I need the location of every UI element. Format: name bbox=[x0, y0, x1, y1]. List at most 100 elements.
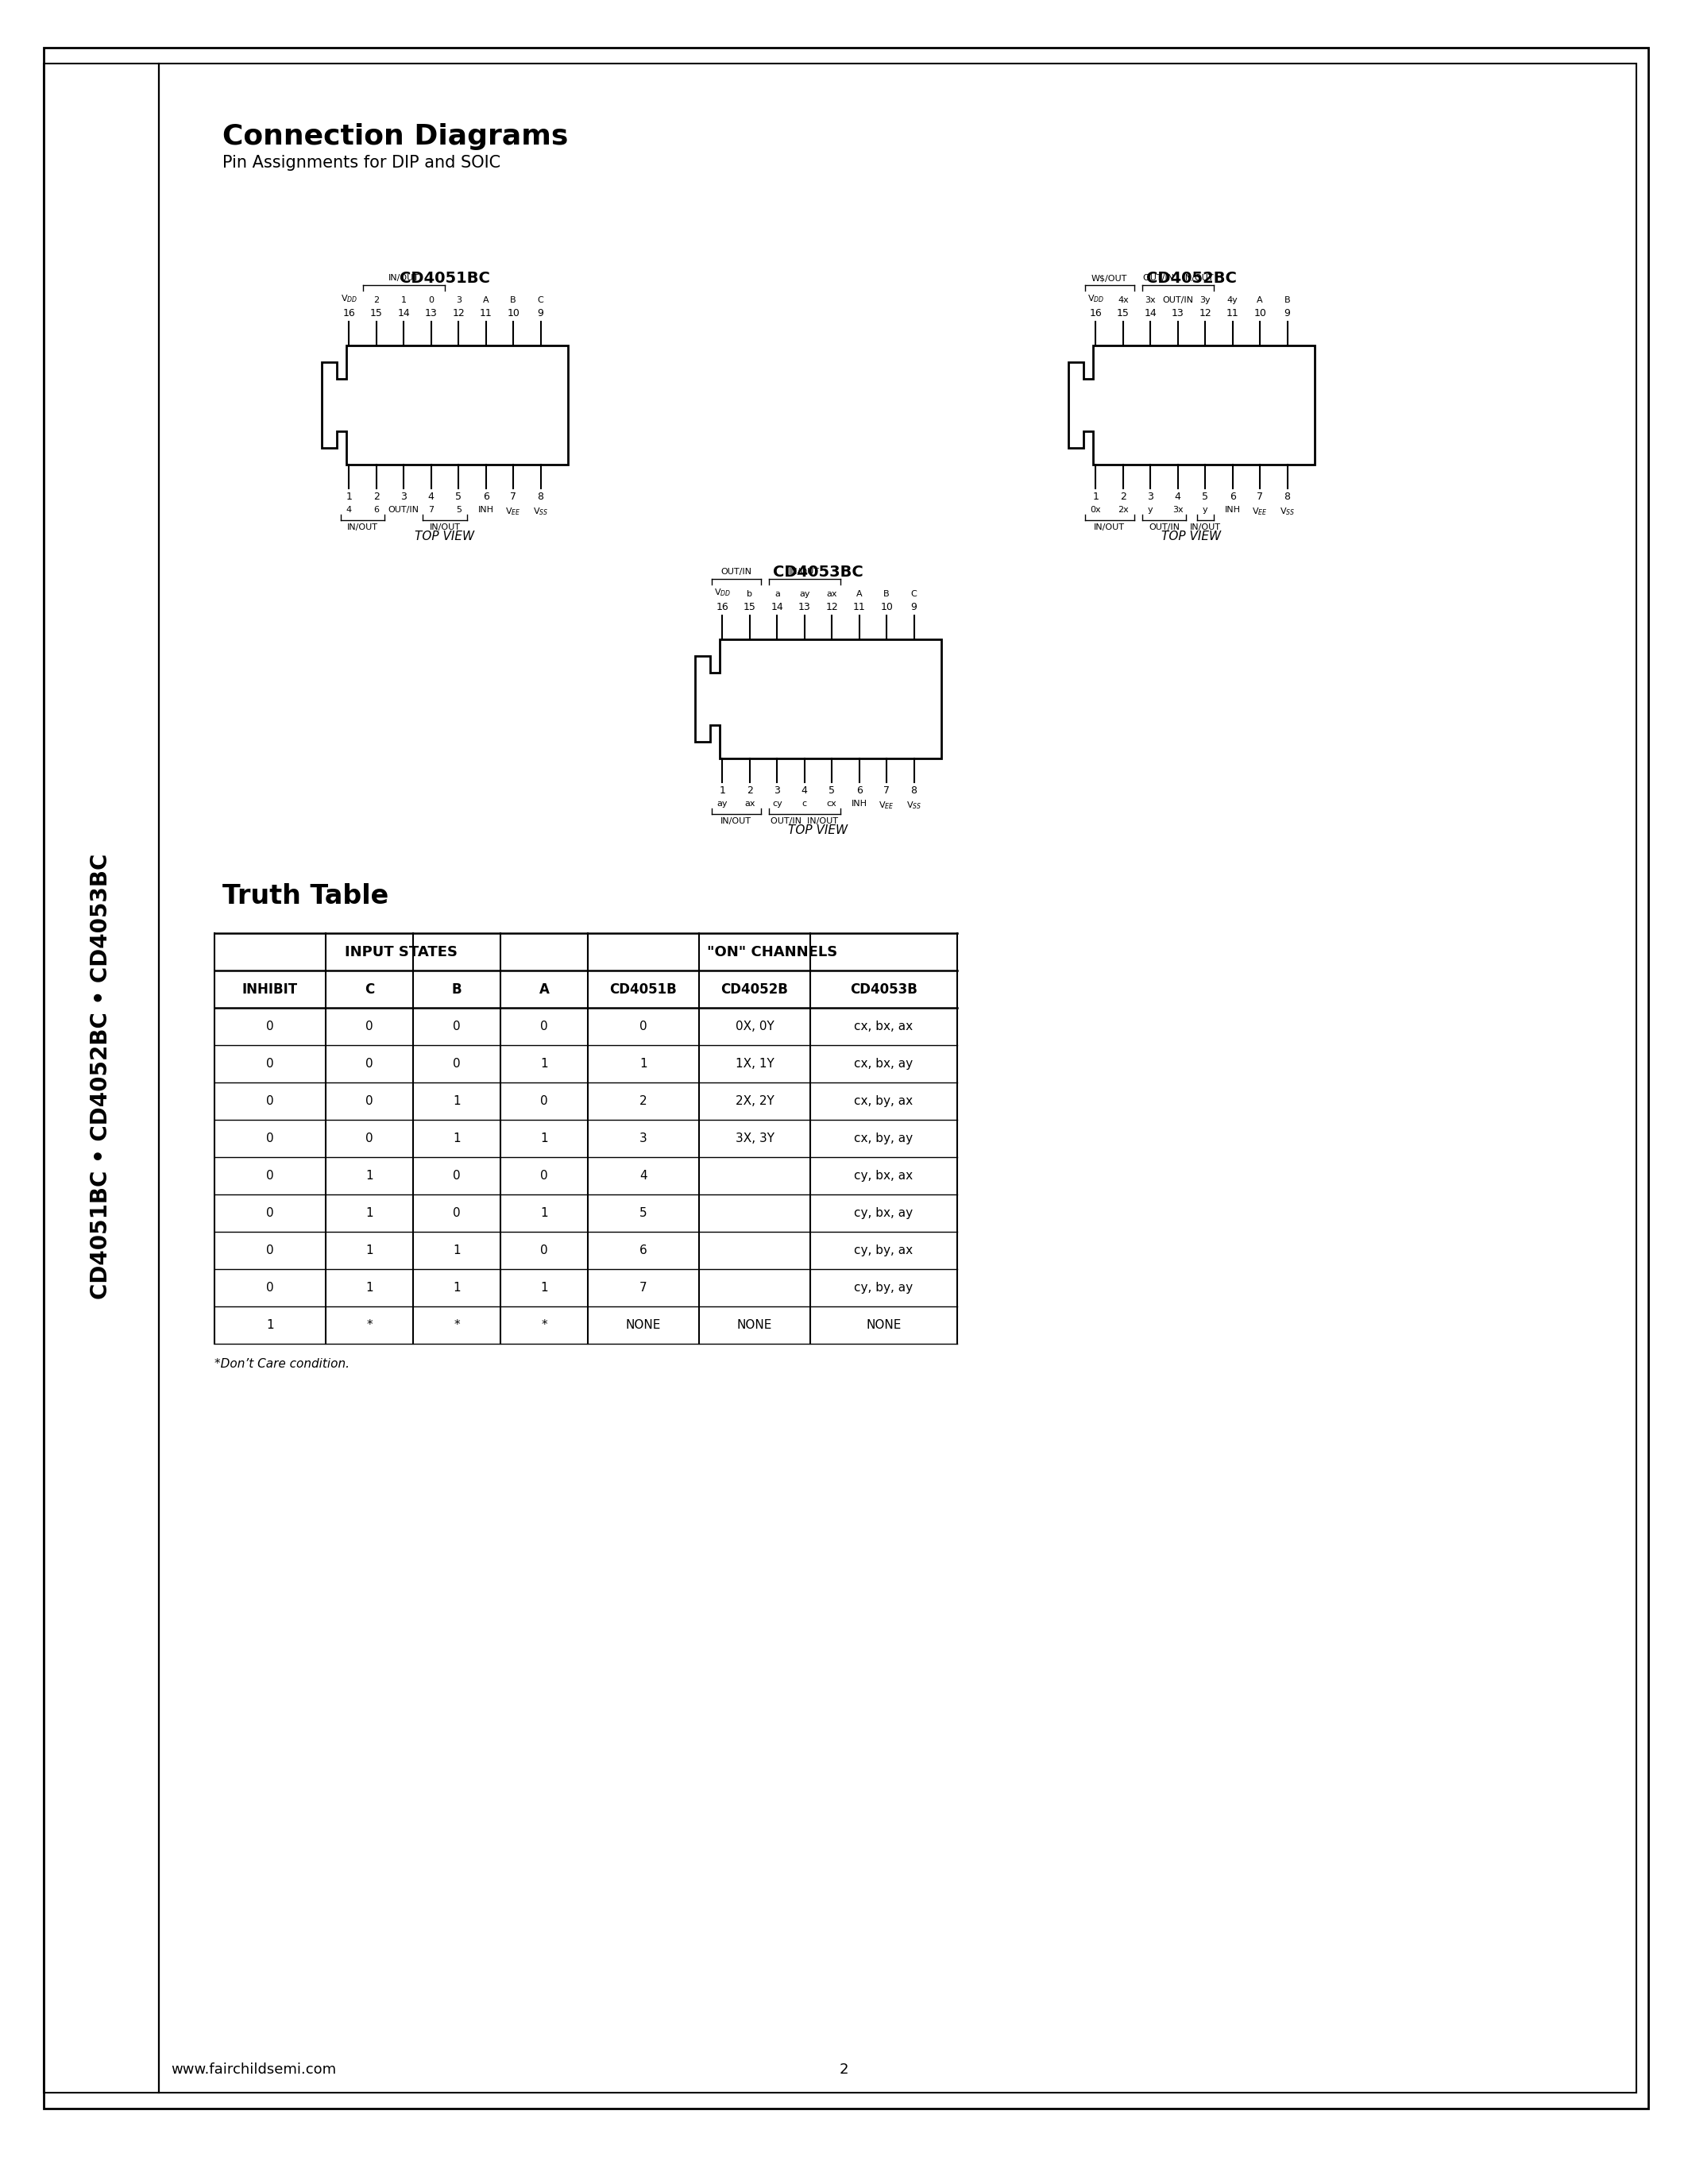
Text: 0: 0 bbox=[452, 1057, 461, 1070]
Text: A: A bbox=[856, 590, 863, 598]
Text: 6: 6 bbox=[856, 786, 863, 795]
Text: 3y: 3y bbox=[1200, 297, 1210, 304]
Text: OUT/IN  IN/OUT: OUT/IN IN/OUT bbox=[771, 817, 839, 826]
Text: V$_{EE}$: V$_{EE}$ bbox=[879, 799, 895, 810]
Text: "ON" CHANNELS: "ON" CHANNELS bbox=[707, 946, 837, 959]
Text: CD4051BC: CD4051BC bbox=[400, 271, 490, 286]
Text: 5: 5 bbox=[1202, 491, 1209, 502]
Text: 1: 1 bbox=[719, 786, 726, 795]
Text: OUT/IN: OUT/IN bbox=[1148, 524, 1180, 531]
Text: 4: 4 bbox=[346, 507, 351, 513]
Text: 0: 0 bbox=[452, 1171, 461, 1182]
Bar bbox=[159, 63, 1636, 2092]
Text: 7: 7 bbox=[510, 491, 517, 502]
Text: CD4052BC: CD4052BC bbox=[1146, 271, 1237, 286]
Text: 12: 12 bbox=[452, 308, 464, 319]
Text: 2x: 2x bbox=[1117, 507, 1129, 513]
Text: 5: 5 bbox=[456, 491, 463, 502]
Text: b: b bbox=[748, 590, 753, 598]
Text: OUT/IN: OUT/IN bbox=[1163, 297, 1193, 304]
Text: IN/OUT: IN/OUT bbox=[348, 524, 378, 531]
Text: 0: 0 bbox=[267, 1020, 273, 1033]
Text: 4x: 4x bbox=[1117, 297, 1129, 304]
Text: ay: ay bbox=[798, 590, 810, 598]
Text: cx, by, ax: cx, by, ax bbox=[854, 1094, 913, 1107]
Text: CD4053B: CD4053B bbox=[851, 983, 918, 996]
Text: W$/OUT: W$/OUT bbox=[1092, 273, 1128, 282]
Text: cy: cy bbox=[771, 799, 782, 808]
Text: CD4053BC: CD4053BC bbox=[773, 563, 863, 579]
Text: 5: 5 bbox=[456, 507, 461, 513]
Text: cx, bx, ay: cx, bx, ay bbox=[854, 1057, 913, 1070]
Text: C: C bbox=[537, 297, 544, 304]
Text: 4: 4 bbox=[429, 491, 434, 502]
Text: 0: 0 bbox=[267, 1208, 273, 1219]
Text: 15: 15 bbox=[743, 603, 756, 612]
Text: 16: 16 bbox=[343, 308, 356, 319]
Text: 9: 9 bbox=[537, 308, 544, 319]
Text: V$_{SS}$: V$_{SS}$ bbox=[1280, 507, 1295, 518]
Text: Connection Diagrams: Connection Diagrams bbox=[223, 122, 569, 151]
Polygon shape bbox=[322, 345, 567, 465]
Text: ax: ax bbox=[744, 799, 755, 808]
Text: OUT/IN   IN/OUT: OUT/IN IN/OUT bbox=[1143, 273, 1214, 282]
Text: IN/OUT: IN/OUT bbox=[1190, 524, 1220, 531]
Text: 1: 1 bbox=[540, 1133, 549, 1144]
Text: 1: 1 bbox=[346, 491, 353, 502]
Text: 1: 1 bbox=[366, 1245, 373, 1256]
Text: 0: 0 bbox=[267, 1245, 273, 1256]
Text: 2: 2 bbox=[1121, 491, 1126, 502]
Text: INH: INH bbox=[478, 507, 495, 513]
Text: 2: 2 bbox=[373, 297, 380, 304]
Text: TOP VIEW: TOP VIEW bbox=[1161, 531, 1222, 542]
Text: A: A bbox=[483, 297, 490, 304]
Text: 3: 3 bbox=[1148, 491, 1153, 502]
Text: 0: 0 bbox=[366, 1057, 373, 1070]
Text: 0: 0 bbox=[540, 1020, 549, 1033]
Text: CD4051B: CD4051B bbox=[609, 983, 677, 996]
Text: ax: ax bbox=[827, 590, 837, 598]
Text: *: * bbox=[542, 1319, 547, 1330]
Text: 1: 1 bbox=[366, 1171, 373, 1182]
Text: 10: 10 bbox=[1254, 308, 1266, 319]
Text: INPUT STATES: INPUT STATES bbox=[344, 946, 457, 959]
Text: 0: 0 bbox=[267, 1282, 273, 1293]
Text: 0: 0 bbox=[267, 1094, 273, 1107]
Text: 2: 2 bbox=[640, 1094, 647, 1107]
Text: 3: 3 bbox=[640, 1133, 647, 1144]
Text: 10: 10 bbox=[879, 603, 893, 612]
Text: 13: 13 bbox=[425, 308, 437, 319]
Text: 1: 1 bbox=[640, 1057, 647, 1070]
Text: IN/OUT: IN/OUT bbox=[429, 524, 461, 531]
Text: 15: 15 bbox=[370, 308, 383, 319]
Text: 0: 0 bbox=[267, 1133, 273, 1144]
Text: 9: 9 bbox=[912, 603, 917, 612]
Text: 0: 0 bbox=[267, 1171, 273, 1182]
Text: INH: INH bbox=[851, 799, 868, 808]
Text: C: C bbox=[912, 590, 917, 598]
Text: 1: 1 bbox=[452, 1282, 461, 1293]
Text: Pin Assignments for DIP and SOIC: Pin Assignments for DIP and SOIC bbox=[223, 155, 501, 170]
Text: V$_{DD}$: V$_{DD}$ bbox=[341, 293, 358, 304]
Text: IN/OUT: IN/OUT bbox=[721, 817, 751, 826]
Text: 10: 10 bbox=[506, 308, 520, 319]
Text: 0x: 0x bbox=[1090, 507, 1101, 513]
Text: cx, by, ay: cx, by, ay bbox=[854, 1133, 913, 1144]
Text: cy, bx, ay: cy, bx, ay bbox=[854, 1208, 913, 1219]
Text: Truth Table: Truth Table bbox=[223, 882, 388, 909]
Text: V$_{DD}$: V$_{DD}$ bbox=[1087, 293, 1104, 304]
Text: 5: 5 bbox=[829, 786, 836, 795]
Text: 3x: 3x bbox=[1144, 297, 1156, 304]
Text: 4: 4 bbox=[802, 786, 807, 795]
Text: 1: 1 bbox=[267, 1319, 273, 1330]
Text: 8: 8 bbox=[537, 491, 544, 502]
Text: *: * bbox=[454, 1319, 459, 1330]
Text: y: y bbox=[1202, 507, 1209, 513]
Text: 14: 14 bbox=[771, 603, 783, 612]
Text: OUT/IN: OUT/IN bbox=[721, 568, 751, 577]
Text: 11: 11 bbox=[1225, 308, 1239, 319]
Text: 3: 3 bbox=[456, 297, 461, 304]
Text: 2: 2 bbox=[839, 2062, 847, 2077]
Text: INHIBIT: INHIBIT bbox=[243, 983, 299, 996]
Text: cx, bx, ax: cx, bx, ax bbox=[854, 1020, 913, 1033]
